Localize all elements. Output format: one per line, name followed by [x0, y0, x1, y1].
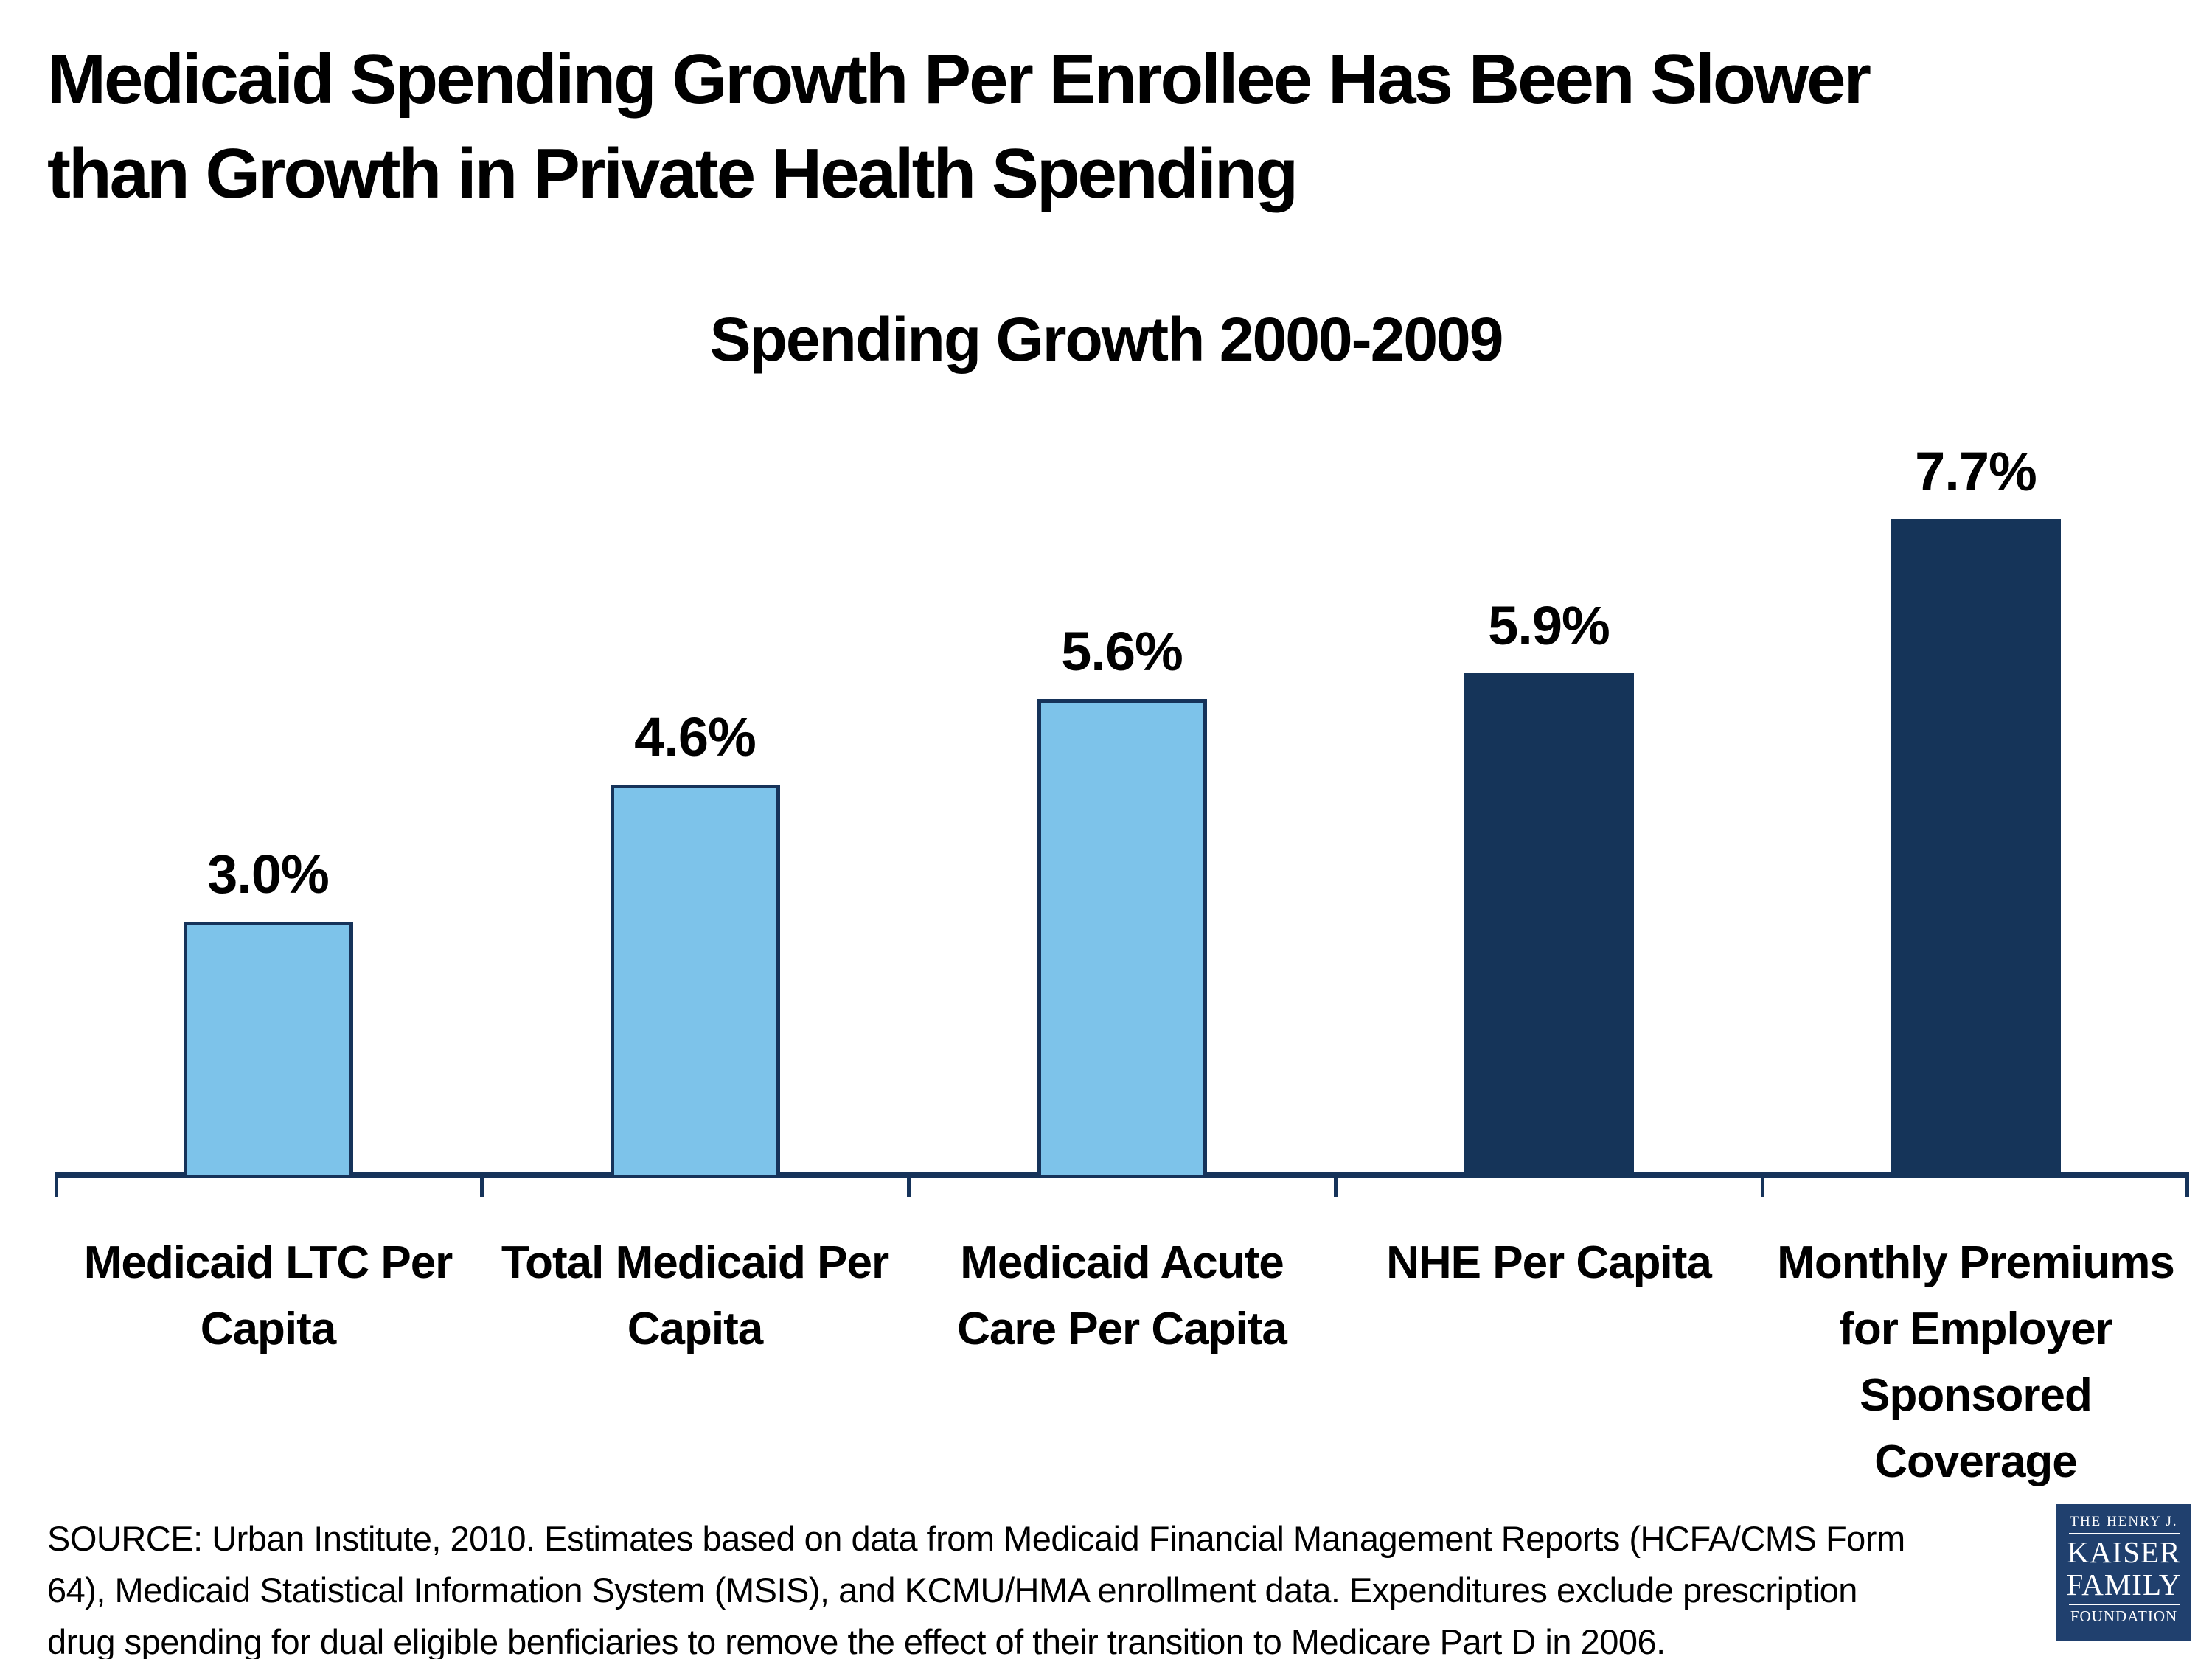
x-axis-category-label: Total Medicaid Per Capita — [481, 1230, 908, 1495]
bar-value-label: 5.9% — [1488, 595, 1610, 656]
kff-logo-rule-bottom — [2068, 1604, 2180, 1605]
bar-slot: 3.0% — [55, 459, 481, 1178]
bar-value-label: 5.6% — [1061, 621, 1183, 682]
axis-tick — [906, 1178, 911, 1197]
x-axis-category-label-line: Sponsored — [1860, 1370, 2093, 1421]
x-axis-category-label-line: Total Medicaid Per — [501, 1237, 889, 1288]
kff-logo: THE HENRY J. KAISER FAMILY FOUNDATION — [2056, 1504, 2191, 1641]
bar-value-label: 7.7% — [1915, 441, 2037, 502]
bar — [1891, 519, 2061, 1178]
source-line-2: 64), Medicaid Statistical Information Sy… — [47, 1571, 1857, 1610]
source-line-3: drug spending for dual eligible benficia… — [47, 1622, 1666, 1659]
x-axis-category-label: Monthly Premiums for Employer Sponsored Cov… — [1762, 1230, 2189, 1495]
x-axis-category-label: NHE Per Capita — [1335, 1230, 1762, 1495]
source-note: SOURCE: Urban Institute, 2010. Estimates… — [47, 1513, 1905, 1659]
x-axis-category-label-line: Medicaid Acute — [960, 1237, 1284, 1288]
x-axis-category-label-line: Capita — [200, 1304, 336, 1354]
axis-tick — [1333, 1178, 1338, 1197]
kff-logo-family: FAMILY — [2066, 1568, 2182, 1601]
headline-line-1: Medicaid Spending Growth Per Enrollee Ha… — [47, 40, 1871, 119]
kff-logo-kaiser: KAISER — [2067, 1535, 2181, 1569]
x-axis-category-label-line: Coverage — [1874, 1436, 2078, 1487]
axis-tick — [2185, 1178, 2189, 1197]
bar-value-label: 4.6% — [634, 706, 757, 768]
bar-slot: 5.9% — [1335, 459, 1762, 1178]
axis-tick — [1760, 1178, 1764, 1197]
x-axis-category-label: Medicaid Acute Care Per Capita — [908, 1230, 1335, 1495]
axis-tick — [55, 1178, 58, 1197]
source-line-1: SOURCE: Urban Institute, 2010. Estimates… — [47, 1519, 1905, 1558]
bar — [610, 785, 780, 1178]
headline-line-2: than Growth in Private Health Spending — [47, 134, 1298, 213]
bar-chart-plot-area: 3.0% 4.6% 5.6% 5.9% 7.7% — [55, 441, 2189, 1197]
x-axis-category-label: Medicaid LTC Per Capita — [55, 1230, 481, 1495]
x-axis-category-label-line: Capita — [627, 1304, 763, 1354]
x-axis-category-label-line: NHE Per Capita — [1386, 1237, 1712, 1288]
x-axis-category-label-line: Care Per Capita — [957, 1304, 1287, 1354]
kff-logo-henry-j: THE HENRY J. — [2070, 1514, 2178, 1529]
x-axis-category-label-line: for Employer — [1839, 1304, 2112, 1354]
chart-subtitle: Spending Growth 2000-2009 — [709, 305, 1504, 374]
kff-logo-foundation: FOUNDATION — [2070, 1607, 2178, 1625]
x-axis-category-label-line: Medicaid LTC Per — [83, 1237, 453, 1288]
axis-tick — [479, 1178, 484, 1197]
bar — [183, 922, 353, 1178]
bar-value-label: 3.0% — [207, 844, 330, 905]
kff-logo-rule-top — [2068, 1533, 2180, 1534]
chart-headline: Medicaid Spending Growth Per Enrollee Ha… — [47, 32, 2178, 221]
x-axis-category-labels: Medicaid LTC Per Capita Total Medicaid Per… — [55, 1230, 2189, 1495]
bar-slot: 4.6% — [481, 459, 908, 1178]
bar — [1464, 673, 1634, 1178]
bar-slot: 7.7% — [1762, 441, 2189, 1178]
bar — [1037, 699, 1207, 1178]
bar-slot: 5.6% — [908, 459, 1335, 1178]
x-axis-category-label-line: Monthly Premiums — [1777, 1237, 2175, 1288]
